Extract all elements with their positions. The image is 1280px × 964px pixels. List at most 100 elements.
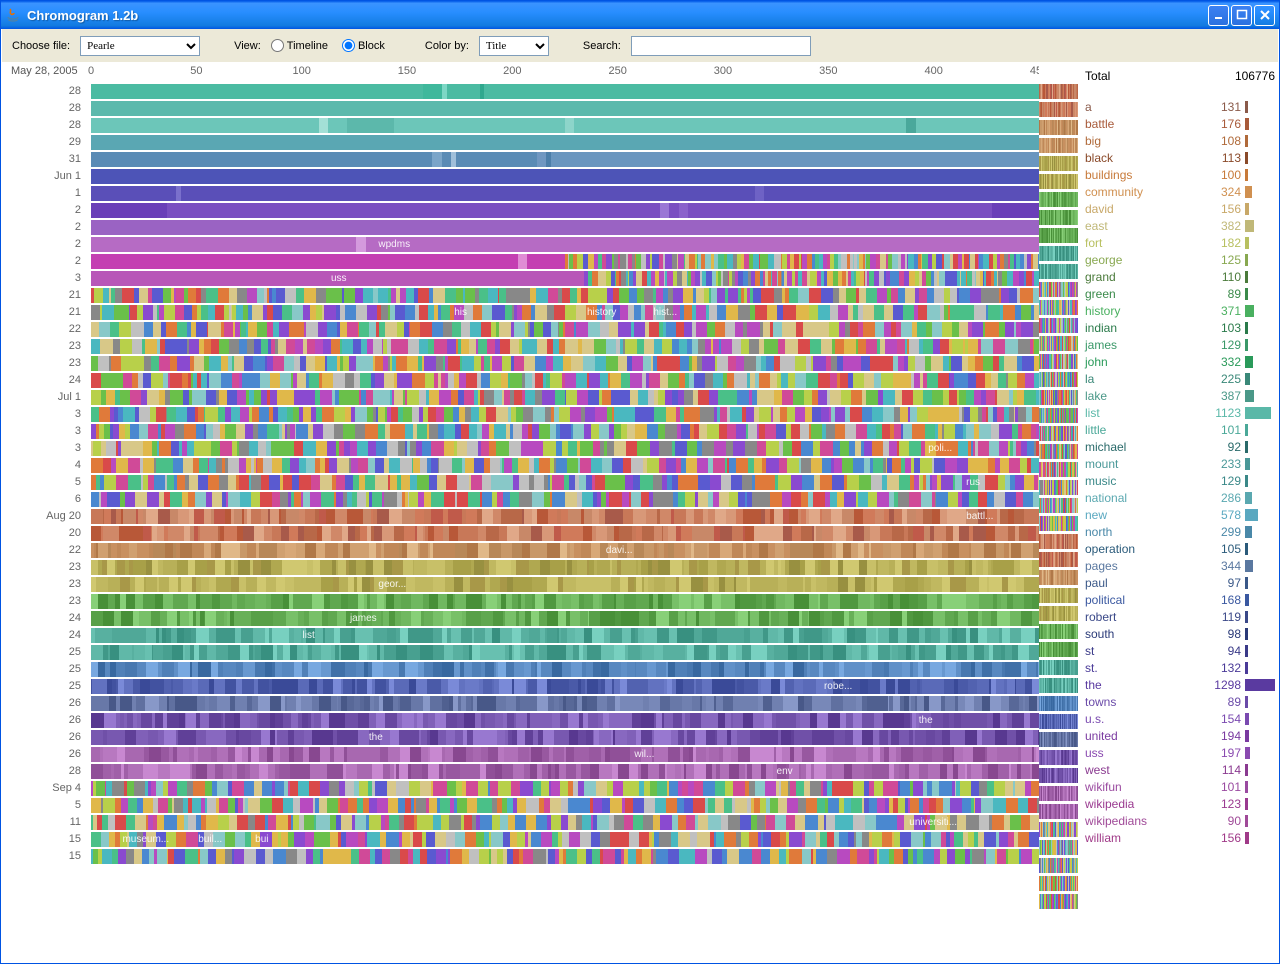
- thumbnail-row[interactable]: [1039, 174, 1077, 191]
- legend-item[interactable]: north299: [1085, 523, 1275, 540]
- row-bar[interactable]: [91, 492, 1039, 507]
- legend-item[interactable]: st.132: [1085, 659, 1275, 676]
- thumbnail-row[interactable]: [1039, 282, 1077, 299]
- close-button[interactable]: [1254, 5, 1275, 26]
- legend-item[interactable]: the1298: [1085, 676, 1275, 693]
- row-bar[interactable]: [91, 781, 1039, 796]
- thumbnail-row[interactable]: [1039, 786, 1077, 803]
- row-bar[interactable]: [91, 560, 1039, 575]
- legend-item[interactable]: mount233: [1085, 455, 1275, 472]
- row-bar[interactable]: [91, 594, 1039, 609]
- legend-item[interactable]: south98: [1085, 625, 1275, 642]
- row-bar[interactable]: [91, 390, 1039, 405]
- row-bar[interactable]: [91, 118, 1039, 133]
- thumbnail-row[interactable]: [1039, 678, 1077, 695]
- legend-item[interactable]: big108: [1085, 132, 1275, 149]
- thumbnail-row[interactable]: [1039, 210, 1077, 227]
- row-bar[interactable]: [91, 849, 1039, 864]
- row-bar[interactable]: james: [91, 611, 1039, 626]
- row-bar[interactable]: [91, 101, 1039, 116]
- row-bar[interactable]: robe...: [91, 679, 1039, 694]
- thumbnail-row[interactable]: [1039, 444, 1077, 461]
- legend-item[interactable]: buildings100: [1085, 166, 1275, 183]
- maximize-button[interactable]: [1231, 5, 1252, 26]
- row-bar[interactable]: [91, 424, 1039, 439]
- legend-item[interactable]: operation105: [1085, 540, 1275, 557]
- thumbnail-row[interactable]: [1039, 228, 1077, 245]
- row-bar[interactable]: davi...: [91, 543, 1039, 558]
- row-bar[interactable]: the: [91, 713, 1039, 728]
- legend-item[interactable]: st94: [1085, 642, 1275, 659]
- legend-item[interactable]: music129: [1085, 472, 1275, 489]
- row-bar[interactable]: [91, 526, 1039, 541]
- legend-item[interactable]: wikipedia123: [1085, 795, 1275, 812]
- thumbnail-row[interactable]: [1039, 156, 1077, 173]
- thumbnail-row[interactable]: [1039, 876, 1077, 893]
- row-bar[interactable]: [91, 169, 1039, 184]
- legend-item[interactable]: wikipedians90: [1085, 812, 1275, 829]
- thumbnail-row[interactable]: [1039, 840, 1077, 857]
- legend-item[interactable]: u.s.154: [1085, 710, 1275, 727]
- legend-item[interactable]: black113: [1085, 149, 1275, 166]
- row-bar[interactable]: [91, 407, 1039, 422]
- legend-item[interactable]: lake387: [1085, 387, 1275, 404]
- file-select[interactable]: Pearle: [80, 36, 200, 56]
- legend-item[interactable]: fort182: [1085, 234, 1275, 251]
- row-bar[interactable]: [91, 339, 1039, 354]
- legend-item[interactable]: list1123: [1085, 404, 1275, 421]
- thumbnail-row[interactable]: [1039, 516, 1077, 533]
- thumbnail-row[interactable]: [1039, 192, 1077, 209]
- color-by-select[interactable]: Title: [479, 36, 549, 56]
- thumbnail-row[interactable]: [1039, 732, 1077, 749]
- minimize-button[interactable]: [1208, 5, 1229, 26]
- thumbnail-row[interactable]: [1039, 462, 1077, 479]
- row-bar[interactable]: wpdms: [91, 237, 1039, 252]
- thumbnail-row[interactable]: [1039, 318, 1077, 335]
- row-bar[interactable]: [91, 356, 1039, 371]
- titlebar[interactable]: Chromogram 1.2b: [1, 1, 1279, 29]
- thumbnail-row[interactable]: [1039, 804, 1077, 821]
- legend-item[interactable]: political168: [1085, 591, 1275, 608]
- legend-item[interactable]: david156: [1085, 200, 1275, 217]
- row-bar[interactable]: [91, 322, 1039, 337]
- legend-item[interactable]: pages344: [1085, 557, 1275, 574]
- legend-item[interactable]: james129: [1085, 336, 1275, 353]
- thumbnail-row[interactable]: [1039, 552, 1077, 569]
- thumbnail-row[interactable]: [1039, 372, 1077, 389]
- search-input[interactable]: [631, 36, 811, 56]
- thumbnail-row[interactable]: [1039, 120, 1077, 137]
- legend-item[interactable]: michael92: [1085, 438, 1275, 455]
- legend-item[interactable]: paul97: [1085, 574, 1275, 591]
- legend-item[interactable]: east382: [1085, 217, 1275, 234]
- legend-item[interactable]: robert119: [1085, 608, 1275, 625]
- thumbnail-row[interactable]: [1039, 300, 1077, 317]
- row-bar[interactable]: rus: [91, 475, 1039, 490]
- legend-item[interactable]: la225: [1085, 370, 1275, 387]
- legend-item[interactable]: indian103: [1085, 319, 1275, 336]
- thumbnail-row[interactable]: [1039, 660, 1077, 677]
- row-bar[interactable]: museum...buil...bui: [91, 832, 1039, 847]
- thumbnail-row[interactable]: [1039, 246, 1077, 263]
- row-bar[interactable]: [91, 84, 1039, 99]
- thumbnail-row[interactable]: [1039, 696, 1077, 713]
- thumbnail-row[interactable]: [1039, 714, 1077, 731]
- thumbnail-row[interactable]: [1039, 894, 1077, 911]
- thumbnail-row[interactable]: [1039, 642, 1077, 659]
- thumbnail-row[interactable]: [1039, 768, 1077, 785]
- thumbnail-row[interactable]: [1039, 498, 1077, 515]
- legend-item[interactable]: national286: [1085, 489, 1275, 506]
- row-bar[interactable]: [91, 645, 1039, 660]
- row-bar[interactable]: [91, 662, 1039, 677]
- thumbnail-row[interactable]: [1039, 822, 1077, 839]
- row-bar[interactable]: [91, 220, 1039, 235]
- thumbnail-row[interactable]: [1039, 390, 1077, 407]
- row-bar[interactable]: [91, 203, 1039, 218]
- row-bar[interactable]: geor...: [91, 577, 1039, 592]
- row-bar[interactable]: [91, 458, 1039, 473]
- view-timeline-radio[interactable]: Timeline: [271, 39, 328, 52]
- thumbnail-row[interactable]: [1039, 426, 1077, 443]
- row-bar[interactable]: env: [91, 764, 1039, 779]
- row-bar[interactable]: hishistoryhist...: [91, 305, 1039, 320]
- thumbnail-row[interactable]: [1039, 480, 1077, 497]
- legend-item[interactable]: new578: [1085, 506, 1275, 523]
